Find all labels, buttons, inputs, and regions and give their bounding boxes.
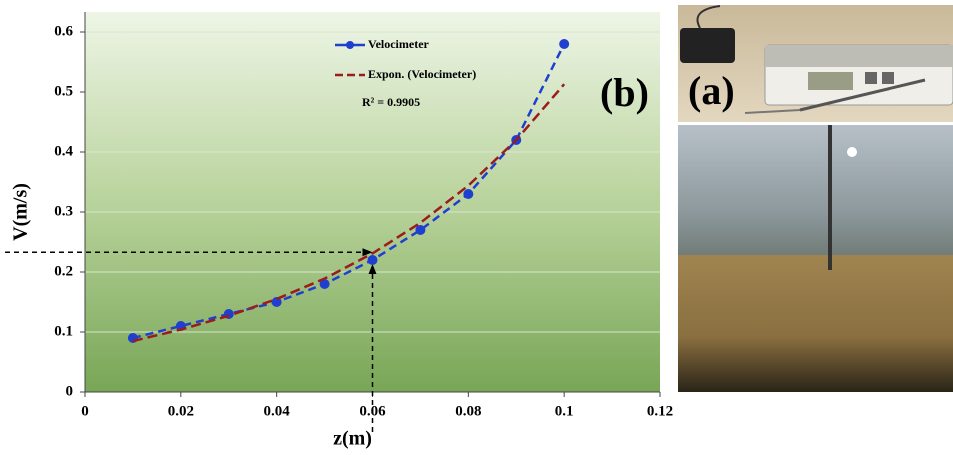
data-point	[271, 297, 282, 307]
data-point	[367, 255, 378, 265]
data-point	[559, 39, 570, 49]
photo	[678, 5, 953, 392]
x-tick-label: 0.1	[555, 403, 574, 419]
y-tick-label: 0.4	[54, 143, 73, 159]
data-point	[463, 189, 474, 199]
x-tick-label: 0.08	[455, 403, 481, 419]
data-point	[415, 225, 426, 235]
annotation: R² = 0.9905	[362, 95, 420, 109]
legend-label: Velocimeter	[368, 37, 430, 51]
y-tick-label: 0.5	[54, 83, 73, 99]
guide-horizontal-head	[362, 248, 373, 257]
data-point	[127, 333, 138, 343]
legend-marker	[346, 41, 354, 49]
panel-label: (a)	[688, 68, 735, 113]
y-tick-label: 0.6	[54, 23, 73, 39]
x-tick-label: 0.02	[168, 403, 194, 419]
legend-label: Expon. (Velocimeter)	[368, 67, 476, 81]
x-tick-label: 0.12	[647, 403, 673, 419]
y-tick-label: 0.1	[54, 323, 73, 339]
x-axis-label: z(m)	[333, 428, 372, 450]
data-point	[319, 279, 330, 289]
trend-line	[132, 83, 566, 343]
x-tick-label: 0.04	[264, 403, 291, 419]
y-tick-label: 0.3	[54, 203, 73, 219]
y-tick-label: 0.2	[54, 263, 73, 279]
panel-label: (b)	[600, 70, 649, 115]
y-tick-label: 0	[66, 383, 74, 399]
data-line	[132, 43, 566, 340]
guide-vertical-head	[368, 264, 377, 274]
y-axis-label: V(m/s)	[10, 183, 32, 241]
x-tick-label: 0	[81, 403, 89, 419]
